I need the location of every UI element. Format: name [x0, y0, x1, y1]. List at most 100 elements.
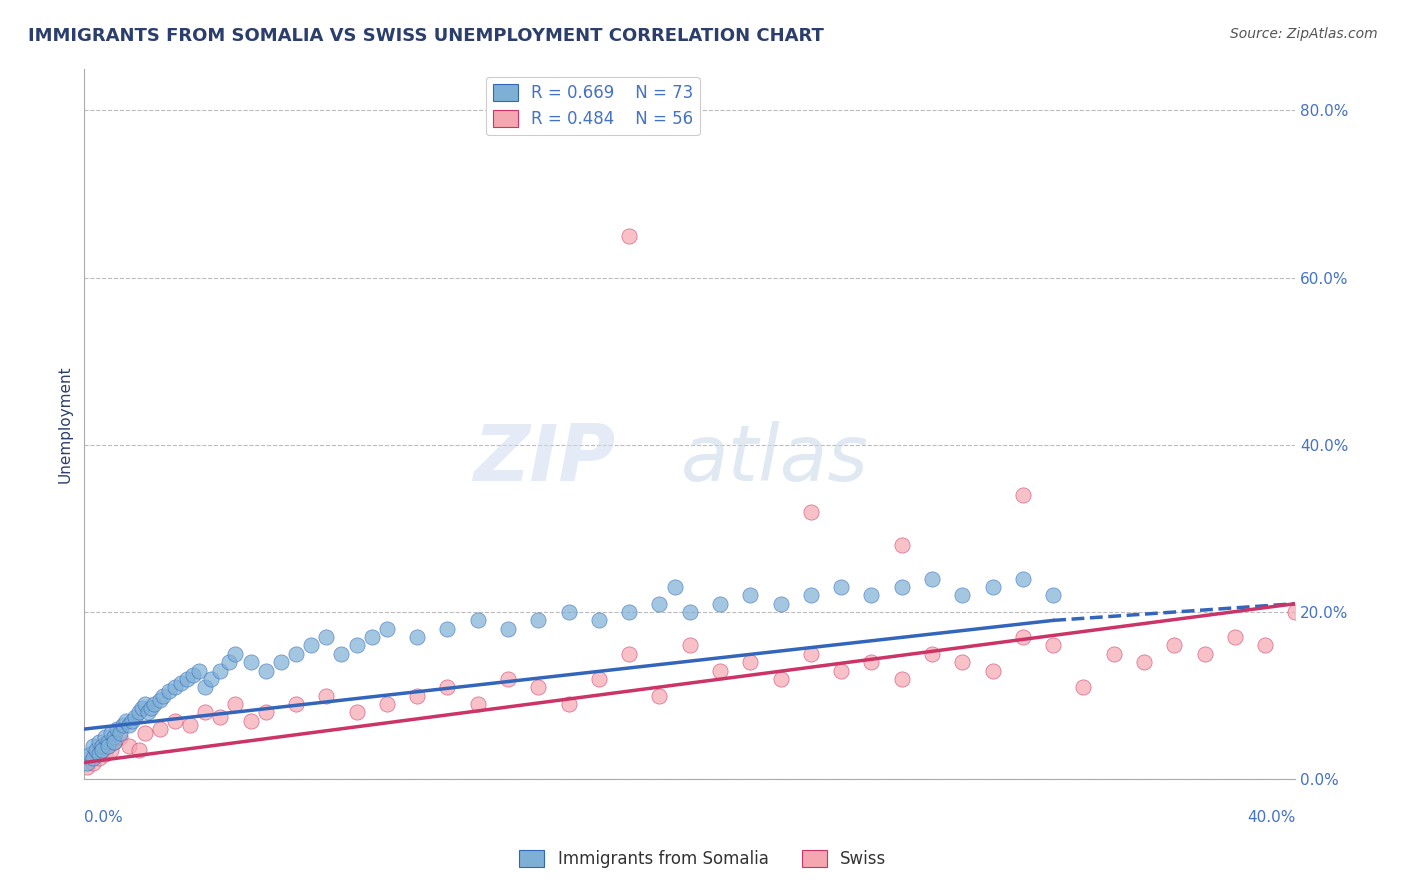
Point	[149, 693, 172, 707]
Point	[648, 597, 671, 611]
Point	[188, 664, 211, 678]
Point	[239, 655, 262, 669]
Point	[1012, 488, 1035, 502]
Point	[224, 697, 246, 711]
Point	[467, 697, 489, 711]
Point	[110, 726, 132, 740]
Point	[194, 681, 217, 695]
Point	[84, 747, 107, 761]
Point	[157, 684, 180, 698]
Point	[136, 706, 159, 720]
Point	[800, 505, 823, 519]
Point	[921, 572, 943, 586]
Point	[100, 726, 122, 740]
Point	[149, 722, 172, 736]
Point	[131, 701, 153, 715]
Y-axis label: Unemployment: Unemployment	[58, 365, 72, 483]
Point	[91, 739, 114, 753]
Point	[79, 747, 101, 761]
Point	[89, 751, 111, 765]
Point	[218, 655, 240, 669]
Point	[94, 747, 117, 761]
Point	[142, 697, 165, 711]
Point	[557, 697, 579, 711]
Point	[617, 647, 640, 661]
Point	[346, 639, 368, 653]
Point	[163, 681, 186, 695]
Point	[84, 743, 107, 757]
Point	[375, 697, 398, 711]
Point	[436, 622, 458, 636]
Point	[436, 681, 458, 695]
Point	[118, 739, 141, 753]
Point	[139, 701, 162, 715]
Point	[89, 747, 111, 761]
Point	[467, 614, 489, 628]
Text: 40.0%: 40.0%	[1247, 810, 1295, 825]
Point	[709, 664, 731, 678]
Point	[170, 676, 193, 690]
Point	[769, 672, 792, 686]
Legend: R = 0.669    N = 73, R = 0.484    N = 56: R = 0.669 N = 73, R = 0.484 N = 56	[486, 77, 700, 135]
Point	[1102, 647, 1125, 661]
Point	[94, 731, 117, 745]
Point	[860, 588, 883, 602]
Point	[134, 697, 156, 711]
Point	[950, 588, 973, 602]
Point	[285, 697, 308, 711]
Point	[1133, 655, 1156, 669]
Point	[315, 630, 337, 644]
Point	[860, 655, 883, 669]
Point	[179, 718, 201, 732]
Point	[890, 672, 912, 686]
Point	[110, 731, 132, 745]
Point	[1284, 605, 1306, 619]
Point	[981, 664, 1004, 678]
Text: Source: ZipAtlas.com: Source: ZipAtlas.com	[1230, 27, 1378, 41]
Point	[950, 655, 973, 669]
Point	[740, 655, 762, 669]
Point	[181, 667, 204, 681]
Point	[406, 689, 429, 703]
Point	[97, 734, 120, 748]
Point	[769, 597, 792, 611]
Point	[134, 726, 156, 740]
Point	[830, 664, 852, 678]
Text: ZIP: ZIP	[474, 421, 616, 498]
Point	[194, 706, 217, 720]
Point	[254, 706, 277, 720]
Point	[128, 706, 150, 720]
Point	[406, 630, 429, 644]
Point	[330, 647, 353, 661]
Point	[209, 709, 232, 723]
Point	[224, 647, 246, 661]
Point	[103, 734, 125, 748]
Point	[1073, 681, 1095, 695]
Point	[664, 580, 686, 594]
Point	[1042, 588, 1064, 602]
Point	[527, 614, 550, 628]
Point	[82, 756, 104, 770]
Point	[360, 630, 382, 644]
Point	[315, 689, 337, 703]
Point	[1012, 630, 1035, 644]
Point	[152, 689, 174, 703]
Point	[100, 743, 122, 757]
Point	[163, 714, 186, 728]
Point	[103, 734, 125, 748]
Point	[1012, 572, 1035, 586]
Point	[97, 739, 120, 753]
Point	[617, 228, 640, 243]
Point	[557, 605, 579, 619]
Point	[299, 639, 322, 653]
Point	[527, 681, 550, 695]
Point	[103, 731, 125, 745]
Text: 0.0%: 0.0%	[84, 810, 122, 825]
Point	[800, 588, 823, 602]
Point	[1163, 639, 1185, 653]
Point	[124, 709, 146, 723]
Point	[115, 714, 138, 728]
Point	[375, 622, 398, 636]
Point	[890, 538, 912, 552]
Point	[740, 588, 762, 602]
